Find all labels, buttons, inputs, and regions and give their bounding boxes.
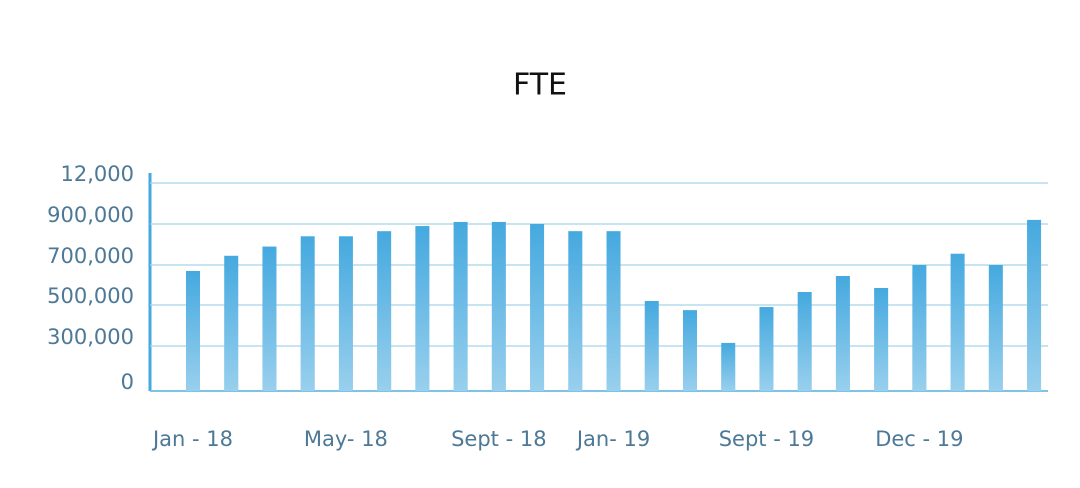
x-tick-label: Jan- 19 <box>575 427 650 451</box>
bar-shade <box>606 231 621 391</box>
bar-shade <box>797 292 812 391</box>
bar-shade <box>453 221 468 391</box>
bar-shade <box>415 226 430 391</box>
bar-shade <box>338 236 353 391</box>
y-tick-label: 0 <box>121 370 134 394</box>
bar-shade <box>988 265 1003 391</box>
bar-shade <box>568 231 583 391</box>
bar-shade <box>300 236 315 391</box>
y-tick-label: 500,000 <box>47 284 134 308</box>
bar-shade <box>491 221 506 391</box>
bar-shade <box>186 271 200 391</box>
x-tick-label: Jan - 18 <box>151 427 233 451</box>
y-tick-label: 12,000 <box>61 162 134 186</box>
bar-shade <box>721 342 736 391</box>
bar-shade <box>950 253 965 391</box>
bar-shade <box>262 246 277 391</box>
bar-shade <box>377 231 392 391</box>
y-tick-label: 300,000 <box>47 325 134 349</box>
bar-shade <box>644 301 659 391</box>
bar-shade <box>835 276 850 391</box>
bar-shade <box>759 307 774 391</box>
chart-title: FTE <box>513 68 567 103</box>
bar-shade <box>530 224 545 391</box>
bar-shade <box>874 288 889 391</box>
y-tick-label: 900,000 <box>47 203 134 227</box>
bar-shade <box>224 255 239 391</box>
x-tick-label: May- 18 <box>304 427 388 451</box>
x-tick-label: Dec - 19 <box>875 427 963 451</box>
x-tick-label: Sept - 18 <box>451 427 546 451</box>
bar-shade <box>682 310 697 391</box>
x-tick-label: Sept - 19 <box>719 427 814 451</box>
bar-shade <box>1027 219 1042 391</box>
bar-shade <box>912 265 927 391</box>
y-tick-label: 700,000 <box>47 244 134 268</box>
